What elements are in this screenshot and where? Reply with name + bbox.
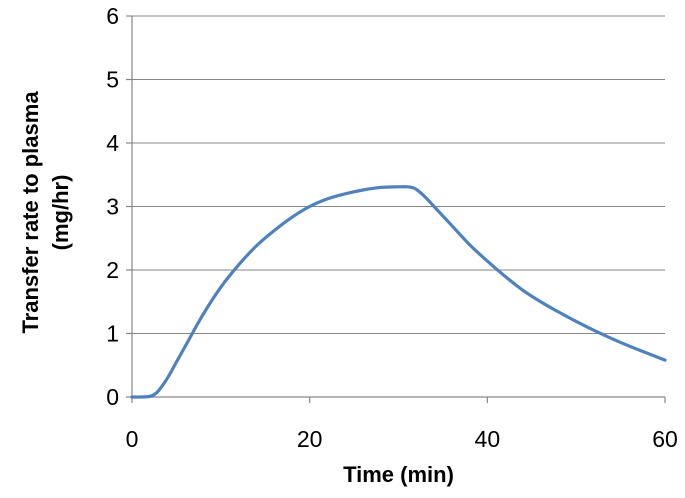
- x-tick-label: 40: [475, 426, 501, 452]
- y-tick-label: 1: [106, 321, 119, 347]
- y-tick-label: 0: [106, 384, 119, 410]
- x-axis-title: Time (min): [343, 462, 454, 487]
- gridlines: [132, 15, 665, 334]
- y-tick-label: 3: [106, 194, 119, 220]
- x-tick-label: 0: [126, 426, 139, 452]
- y-axis-title-line-2: (mg/hr): [48, 175, 73, 251]
- axes: [126, 15, 666, 403]
- y-tick-label: 2: [106, 257, 119, 283]
- x-tick-label: 60: [652, 426, 678, 452]
- y-axis-title-line-1: Transfer rate to plasma: [18, 91, 43, 334]
- series-layer: [130, 185, 667, 399]
- x-tick-label: 20: [297, 426, 323, 452]
- series-line-0: [130, 185, 667, 399]
- y-tick-label: 6: [106, 3, 119, 29]
- y-tick-label: 4: [106, 130, 119, 156]
- y-tick-label: 5: [106, 67, 119, 93]
